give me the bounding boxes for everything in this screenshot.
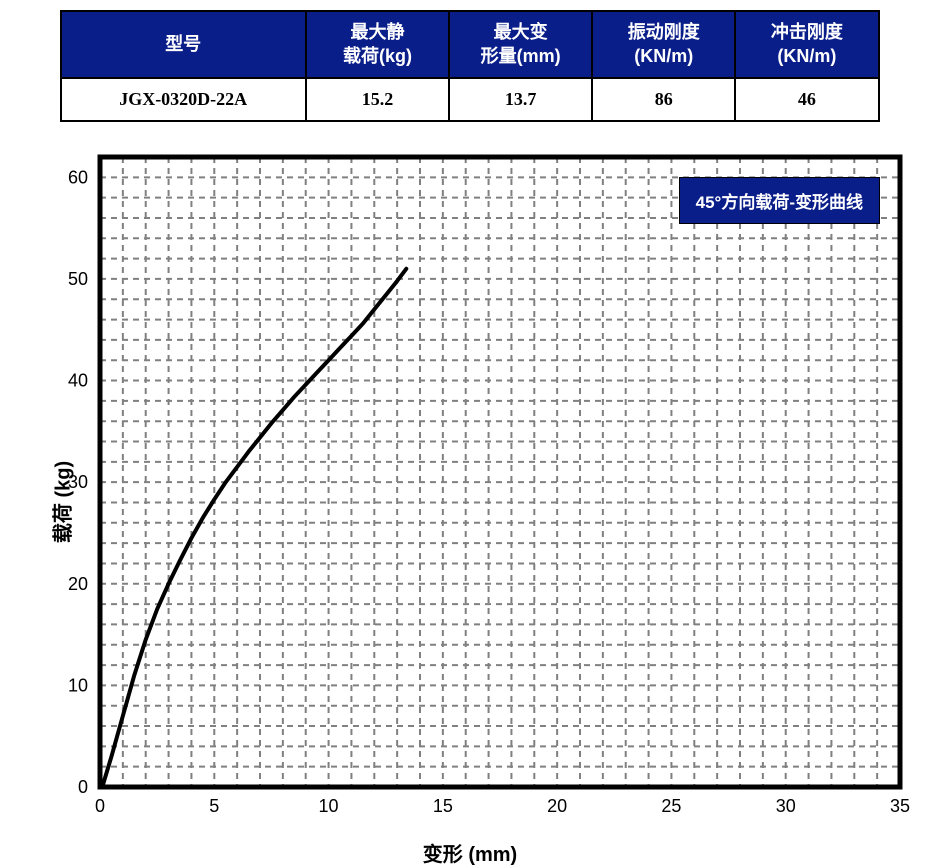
svg-text:15: 15 — [433, 796, 453, 816]
table-header-cell: 最大变形量(mm) — [449, 11, 592, 78]
table-header-cell: 最大静载荷(kg) — [306, 11, 449, 78]
svg-text:30: 30 — [776, 796, 796, 816]
svg-text:10: 10 — [68, 675, 88, 695]
x-axis-label: 变形 (mm) — [423, 838, 517, 867]
spec-table: 型号最大静载荷(kg)最大变形量(mm)振动刚度(KN/m)冲击刚度(KN/m)… — [60, 10, 880, 122]
svg-text:0: 0 — [78, 777, 88, 797]
table-header-cell: 冲击刚度(KN/m) — [735, 11, 878, 78]
table-data-cell: 46 — [735, 78, 878, 121]
table-header-cell: 振动刚度(KN/m) — [592, 11, 735, 78]
svg-text:20: 20 — [68, 573, 88, 593]
svg-text:0: 0 — [95, 796, 105, 816]
y-axis-label: 载荷 (kg) — [47, 460, 76, 542]
svg-text:50: 50 — [68, 269, 88, 289]
table-data-cell: JGX-0320D-22A — [61, 78, 306, 121]
spec-table-container: 型号最大静载荷(kg)最大变形量(mm)振动刚度(KN/m)冲击刚度(KN/m)… — [60, 10, 880, 122]
chart-legend: 45°方向载荷-变形曲线 — [679, 177, 880, 224]
table-data-cell: 86 — [592, 78, 735, 121]
chart-container: 载荷 (kg) 051015202530350102030405060 45°方… — [20, 137, 920, 867]
svg-text:35: 35 — [890, 796, 910, 816]
table-data-cell: 15.2 — [306, 78, 449, 121]
svg-text:25: 25 — [661, 796, 681, 816]
svg-text:40: 40 — [68, 370, 88, 390]
table-header-cell: 型号 — [61, 11, 306, 78]
svg-text:5: 5 — [209, 796, 219, 816]
table-header-row: 型号最大静载荷(kg)最大变形量(mm)振动刚度(KN/m)冲击刚度(KN/m) — [61, 11, 879, 78]
svg-text:10: 10 — [319, 796, 339, 816]
svg-text:60: 60 — [68, 167, 88, 187]
svg-text:20: 20 — [547, 796, 567, 816]
table-data-cell: 13.7 — [449, 78, 592, 121]
chart-svg: 051015202530350102030405060 — [20, 137, 920, 837]
table-data-row: JGX-0320D-22A15.213.78646 — [61, 78, 879, 121]
